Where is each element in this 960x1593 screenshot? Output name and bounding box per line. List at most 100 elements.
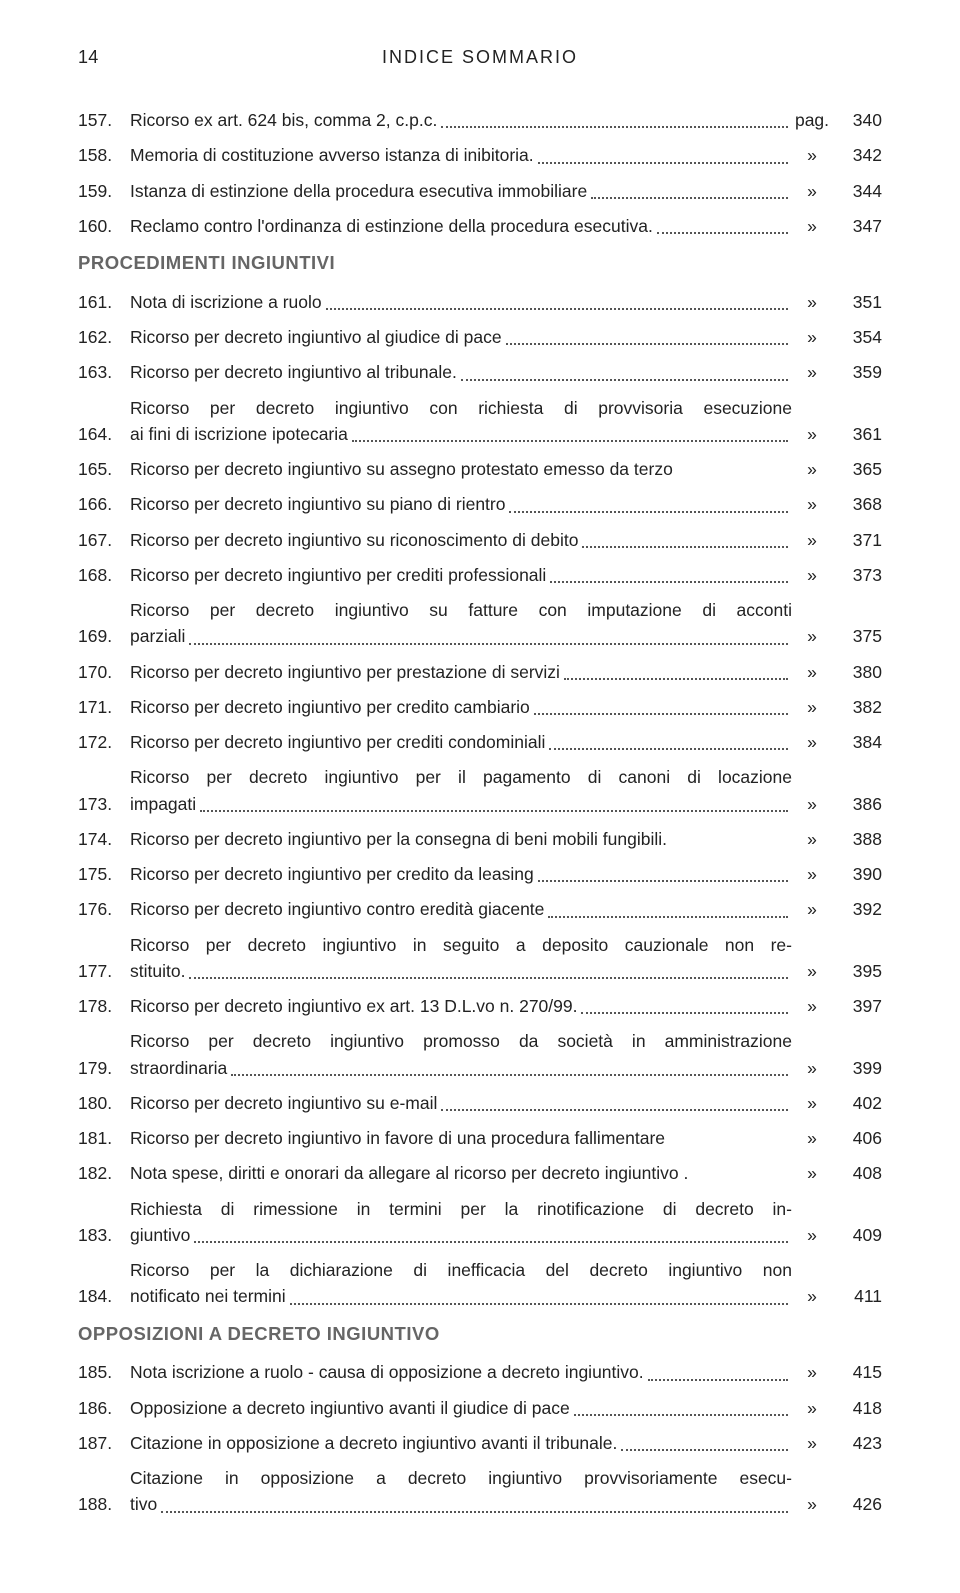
entry-text: Reclamo contro l'ordinanza di estinzione… bbox=[130, 213, 653, 239]
entry-last-line: ai fini di iscrizione ipotecaria bbox=[130, 421, 792, 447]
entry-last-line: Citazione in opposizione a decreto ingiu… bbox=[130, 1430, 792, 1456]
entry-page: 375 bbox=[832, 623, 882, 649]
entry-symbol: » bbox=[792, 324, 832, 350]
entry-description: Ricorso per decreto ingiuntivo promosso … bbox=[130, 1028, 792, 1081]
entry-line: Ricorso per decreto ingiuntivo promosso … bbox=[130, 1028, 792, 1054]
entry-description: Ricorso per decreto ingiuntivo al tribun… bbox=[130, 359, 792, 385]
entry-text: notificato nei termini bbox=[130, 1283, 286, 1309]
entry-text: Ricorso per decreto ingiuntivo al tribun… bbox=[130, 359, 457, 385]
leader-dots bbox=[574, 1414, 788, 1416]
leader-dots bbox=[550, 581, 788, 583]
entry-description: Richiesta di rimessione in termini per l… bbox=[130, 1196, 792, 1249]
entry-last-line: Istanza di estinzione della procedura es… bbox=[130, 178, 792, 204]
entry-text: Opposizione a decreto ingiuntivo avanti … bbox=[130, 1395, 570, 1421]
entry-last-line: Opposizione a decreto ingiuntivo avanti … bbox=[130, 1395, 792, 1421]
entry-number: 175. bbox=[78, 861, 130, 887]
entry-description: Ricorso per decreto ingiuntivo su fattur… bbox=[130, 597, 792, 650]
entry-description: Nota iscrizione a ruolo - causa di oppos… bbox=[130, 1359, 792, 1385]
entry-last-line: Nota di iscrizione a ruolo bbox=[130, 289, 792, 315]
entry-description: Ricorso ex art. 624 bis, comma 2, c.p.c. bbox=[130, 107, 792, 133]
leader-dots bbox=[564, 678, 788, 680]
entry-number: 166. bbox=[78, 491, 130, 517]
entry-text: ai fini di iscrizione ipotecaria bbox=[130, 421, 348, 447]
entry-symbol: » bbox=[792, 694, 832, 720]
entry-text: Ricorso per decreto ingiuntivo per prest… bbox=[130, 659, 560, 685]
leader-dots bbox=[549, 748, 788, 750]
entry-symbol: » bbox=[792, 1491, 832, 1517]
entry-page: 418 bbox=[832, 1395, 882, 1421]
entry-symbol: » bbox=[792, 1125, 832, 1151]
entry-page: 408 bbox=[832, 1160, 882, 1186]
entry-text: Ricorso per decreto ingiuntivo su e-mail bbox=[130, 1090, 437, 1116]
entry-symbol: » bbox=[792, 659, 832, 685]
entry-last-line: Ricorso per decreto ingiuntivo al giudic… bbox=[130, 324, 792, 350]
entry-text: Ricorso per decreto ingiuntivo per credi… bbox=[130, 729, 545, 755]
entry-text: Ricorso per decreto ingiuntivo in favore… bbox=[130, 1125, 665, 1151]
leader-dots bbox=[290, 1303, 788, 1305]
entry-number: 173. bbox=[78, 791, 130, 817]
entry-number: 167. bbox=[78, 527, 130, 553]
entry-last-line: Ricorso per decreto ingiuntivo per credi… bbox=[130, 694, 792, 720]
entry-text: Ricorso per decreto ingiuntivo su assegn… bbox=[130, 456, 673, 482]
entry-page: 342 bbox=[832, 142, 882, 168]
entry-symbol: » bbox=[792, 142, 832, 168]
entry-last-line: straordinaria bbox=[130, 1055, 792, 1081]
entry-page: 426 bbox=[832, 1491, 882, 1517]
toc-entry: 168.Ricorso per decreto ingiuntivo per c… bbox=[78, 562, 882, 588]
leader-dots bbox=[582, 546, 788, 548]
entry-page: 402 bbox=[832, 1090, 882, 1116]
entry-text: giuntivo bbox=[130, 1222, 190, 1248]
entry-symbol: » bbox=[792, 527, 832, 553]
entry-symbol: » bbox=[792, 1222, 832, 1248]
entry-number: 184. bbox=[78, 1283, 130, 1309]
entry-symbol: » bbox=[792, 826, 832, 852]
toc-entry: 174.Ricorso per decreto ingiuntivo per l… bbox=[78, 826, 882, 852]
entry-description: Nota di iscrizione a ruolo bbox=[130, 289, 792, 315]
entry-page: 382 bbox=[832, 694, 882, 720]
entry-last-line: Ricorso per decreto ingiuntivo per credi… bbox=[130, 562, 792, 588]
toc-entry: 158.Memoria di costituzione avverso ista… bbox=[78, 142, 882, 168]
entry-text: Ricorso per decreto ingiuntivo su ricono… bbox=[130, 527, 578, 553]
toc-entry: 181.Ricorso per decreto ingiuntivo in fa… bbox=[78, 1125, 882, 1151]
entry-symbol: » bbox=[792, 289, 832, 315]
entry-symbol: » bbox=[792, 213, 832, 239]
entry-symbol: » bbox=[792, 1055, 832, 1081]
entry-symbol: » bbox=[792, 421, 832, 447]
toc-entry: 167.Ricorso per decreto ingiuntivo su ri… bbox=[78, 527, 882, 553]
entry-symbol: » bbox=[792, 993, 832, 1019]
entry-description: Ricorso per decreto ingiuntivo per credi… bbox=[130, 729, 792, 755]
entry-last-line: Memoria di costituzione avverso istanza … bbox=[130, 142, 792, 168]
entry-description: Citazione in opposizione a decreto ingiu… bbox=[130, 1430, 792, 1456]
toc-entry: 180.Ricorso per decreto ingiuntivo su e-… bbox=[78, 1090, 882, 1116]
entry-text: tivo bbox=[130, 1491, 157, 1517]
toc-entry: 182.Nota spese, diritti e onorari da all… bbox=[78, 1160, 882, 1186]
entry-line: Ricorso per decreto ingiuntivo per il pa… bbox=[130, 764, 792, 790]
leader-dots bbox=[538, 880, 788, 882]
section-heading: PROCEDIMENTI INGIUNTIVI bbox=[78, 249, 882, 277]
entry-description: Ricorso per decreto ingiuntivo per credi… bbox=[130, 562, 792, 588]
entry-number: 181. bbox=[78, 1125, 130, 1151]
leader-dots bbox=[591, 197, 788, 199]
entry-last-line: tivo bbox=[130, 1491, 792, 1517]
entry-line: Richiesta di rimessione in termini per l… bbox=[130, 1196, 792, 1222]
entry-description: Ricorso per decreto ingiuntivo per credi… bbox=[130, 694, 792, 720]
entry-text: straordinaria bbox=[130, 1055, 227, 1081]
leader-dots bbox=[534, 713, 788, 715]
entry-line: Ricorso per decreto ingiuntivo su fattur… bbox=[130, 597, 792, 623]
entry-symbol: » bbox=[792, 491, 832, 517]
entry-line: Ricorso per decreto ingiuntivo con richi… bbox=[130, 395, 792, 421]
header-title: INDICE SOMMARIO bbox=[382, 44, 578, 71]
entry-number: 171. bbox=[78, 694, 130, 720]
header-spacer bbox=[842, 44, 882, 71]
leader-dots bbox=[326, 308, 788, 310]
entry-number: 172. bbox=[78, 729, 130, 755]
entry-description: Ricorso per decreto ingiuntivo per credi… bbox=[130, 861, 792, 887]
entry-text: Ricorso ex art. 624 bis, comma 2, c.p.c. bbox=[130, 107, 437, 133]
entry-text: Ricorso per decreto ingiuntivo per credi… bbox=[130, 694, 530, 720]
entry-page: 371 bbox=[832, 527, 882, 553]
entry-last-line: Ricorso per decreto ingiuntivo per credi… bbox=[130, 861, 792, 887]
page-header: 14 INDICE SOMMARIO bbox=[78, 44, 882, 71]
leader-dots bbox=[461, 379, 788, 381]
entry-page: 361 bbox=[832, 421, 882, 447]
leader-dots bbox=[194, 1241, 788, 1243]
